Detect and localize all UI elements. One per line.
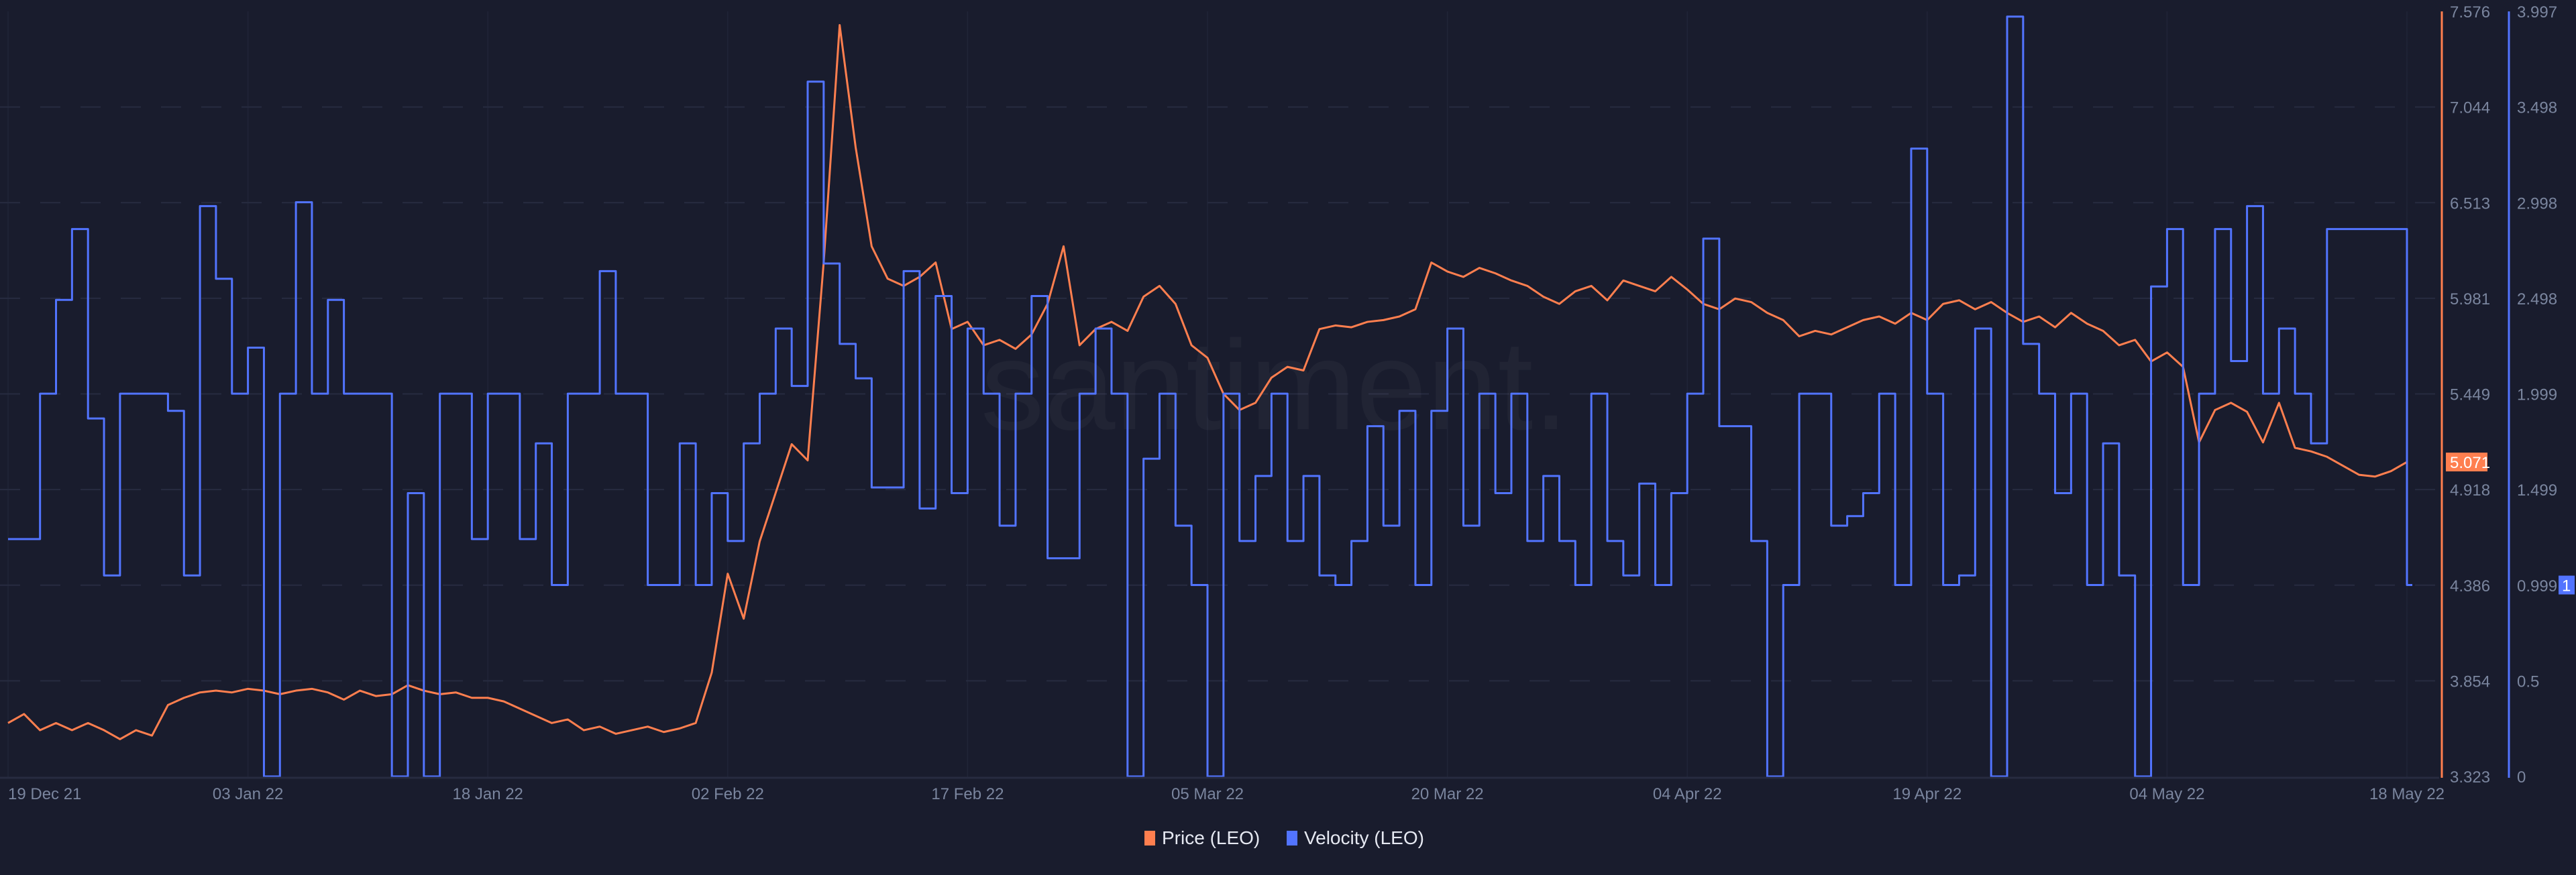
velocity-tick-label: 0.5 bbox=[2517, 673, 2539, 691]
legend-item-velocity[interactable]: Velocity (LEO) bbox=[1287, 827, 1424, 848]
series-layer bbox=[7, 15, 2412, 778]
velocity-current-value: 1 bbox=[2562, 577, 2571, 595]
velocity-legend-swatch bbox=[1287, 831, 1297, 845]
x-tick-label: 19 Apr 22 bbox=[1892, 785, 1962, 803]
price-tick-label: 6.513 bbox=[2450, 194, 2490, 213]
price-tick-label: 4.386 bbox=[2450, 577, 2490, 595]
x-tick-label: 04 May 22 bbox=[2129, 785, 2204, 803]
velocity-tick-label: 2.498 bbox=[2517, 290, 2557, 308]
price-tick-label: 7.576 bbox=[2450, 3, 2490, 21]
price-tick-label: 5.981 bbox=[2450, 290, 2490, 308]
price-current-value: 5.071 bbox=[2450, 454, 2490, 472]
price-tick-label: 3.854 bbox=[2450, 673, 2490, 691]
velocity-tick-label: 0 bbox=[2517, 768, 2526, 786]
velocity-tick-label: 2.998 bbox=[2517, 194, 2557, 213]
watermark-logo: santiment. bbox=[981, 314, 1569, 457]
velocity-tick-label: 3.498 bbox=[2517, 99, 2557, 117]
y-axis-ticks: 7.576 3.997 7.044 3.498 6.513 2.998 5.981 2.498… bbox=[2446, 3, 2575, 786]
price-tick-label: 3.323 bbox=[2450, 768, 2490, 786]
price-current-badge bbox=[2446, 453, 2487, 472]
legend: Price (LEO) Velocity (LEO) bbox=[1144, 827, 1424, 848]
velocity-tick-label: 3.997 bbox=[2517, 3, 2557, 21]
velocity-tick-label: 1.999 bbox=[2517, 386, 2557, 404]
velocity-tick-label: 1.499 bbox=[2517, 481, 2557, 500]
velocity-current-badge bbox=[2559, 575, 2575, 595]
velocity-legend-label: Velocity (LEO) bbox=[1304, 827, 1424, 848]
legend-item-price[interactable]: Price (LEO) bbox=[1144, 827, 1260, 848]
x-tick-label: 20 Mar 22 bbox=[1411, 785, 1484, 803]
x-tick-label: 19 Dec 21 bbox=[8, 785, 81, 803]
price-legend-label: Price (LEO) bbox=[1162, 827, 1260, 848]
x-axis-ticks: 19 Dec 21 03 Jan 22 18 Jan 22 02 Feb 22 17 F… bbox=[8, 785, 2445, 803]
x-tick-label: 02 Feb 22 bbox=[692, 785, 764, 803]
x-tick-label: 03 Jan 22 bbox=[213, 785, 283, 803]
x-tick-label: 18 May 22 bbox=[2369, 785, 2445, 803]
price-tick-label: 4.918 bbox=[2450, 481, 2490, 500]
x-tick-label: 05 Mar 22 bbox=[1171, 785, 1244, 803]
x-tick-label: 04 Apr 22 bbox=[1653, 785, 1722, 803]
price-tick-label: 7.044 bbox=[2450, 99, 2490, 117]
velocity-tick-label: 0.999 bbox=[2517, 577, 2557, 595]
price-tick-label: 5.449 bbox=[2450, 386, 2490, 404]
velocity-line bbox=[8, 15, 2412, 778]
x-tick-label: 18 Jan 22 bbox=[452, 785, 523, 803]
x-tick-label: 17 Feb 22 bbox=[931, 785, 1004, 803]
price-legend-swatch bbox=[1144, 831, 1155, 845]
